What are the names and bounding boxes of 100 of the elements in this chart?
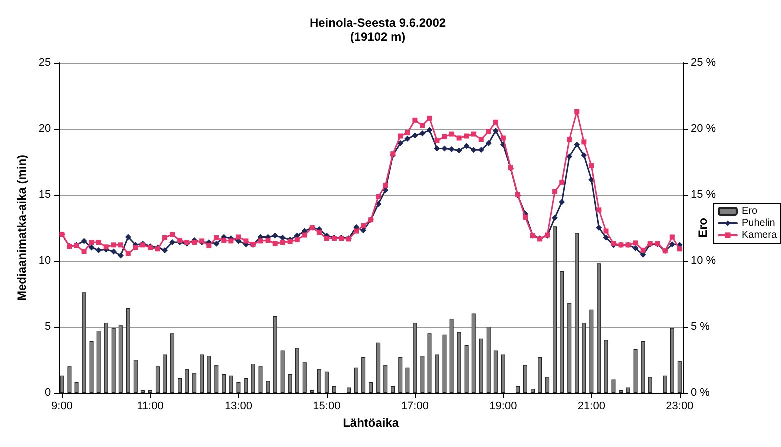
bar <box>288 374 292 393</box>
y-axis-title: Mediaanimatka-aika (min) <box>15 154 29 302</box>
bar <box>332 386 336 393</box>
bar <box>214 365 219 393</box>
bar <box>516 386 520 393</box>
bar <box>428 334 432 393</box>
y2-tick-label: 10 % <box>691 255 716 267</box>
bar <box>251 364 256 393</box>
bar <box>192 373 197 393</box>
bar <box>163 354 168 393</box>
y2-axis-title: Ero <box>696 218 710 238</box>
x-tick-label: 19:00 <box>490 400 518 412</box>
bar <box>406 368 410 393</box>
bar <box>236 382 241 393</box>
bar <box>126 308 130 393</box>
bar <box>538 357 542 393</box>
chart-subtitle: (19102 m) <box>350 30 406 44</box>
x-tick-label: 9:00 <box>52 400 73 412</box>
bar <box>501 354 506 393</box>
bar <box>472 314 476 393</box>
bar <box>82 292 86 393</box>
bar <box>74 382 79 393</box>
legend-label: Ero <box>742 206 758 217</box>
bar <box>222 374 226 393</box>
bar <box>391 386 396 393</box>
bar <box>553 226 558 393</box>
bar <box>280 350 285 393</box>
x-axis-title: Lähtöaika <box>343 416 400 430</box>
bar <box>347 388 352 393</box>
y-tick-label: 5 <box>45 321 52 333</box>
bar <box>112 328 116 393</box>
bar <box>457 332 462 393</box>
bar <box>140 390 145 393</box>
bar <box>185 369 190 393</box>
bar <box>104 323 108 393</box>
x-tick-label: 23:00 <box>666 400 694 412</box>
bar <box>207 356 212 393</box>
x-tick-label: 17:00 <box>401 400 429 412</box>
bar <box>413 323 418 393</box>
bar <box>148 390 152 393</box>
bar <box>96 330 101 393</box>
legend-label: Puhelin <box>742 218 776 229</box>
bar <box>663 376 668 393</box>
bar <box>464 345 469 393</box>
chart-title: Heinola-Seesta 9.6.2002 <box>310 16 446 30</box>
bar <box>450 319 454 393</box>
bar <box>575 233 580 393</box>
bar <box>612 380 616 393</box>
bar <box>442 334 447 393</box>
bar <box>604 340 608 393</box>
bar <box>560 272 564 393</box>
x-tick-label: 11:00 <box>137 400 164 412</box>
bar <box>324 372 329 393</box>
bar <box>317 369 322 393</box>
bar <box>486 327 491 393</box>
bar <box>626 388 630 393</box>
bar <box>369 382 374 393</box>
bar <box>530 389 535 393</box>
bar <box>597 264 602 393</box>
y2-tick-label: 20 % <box>691 123 716 135</box>
bar <box>546 377 550 393</box>
bar <box>295 348 300 393</box>
y-tick-label: 0 <box>45 387 52 399</box>
bar <box>229 376 234 393</box>
bar <box>670 328 674 393</box>
bar <box>156 366 160 393</box>
bar <box>398 357 403 393</box>
bar <box>258 366 263 393</box>
bar <box>678 361 682 393</box>
y2-tick-label: 15 % <box>691 189 716 201</box>
bar <box>200 354 204 393</box>
x-tick-label: 21:00 <box>578 400 606 412</box>
bar <box>273 316 278 393</box>
bar <box>648 377 652 393</box>
y-tick-label: 15 <box>38 189 52 201</box>
y-tick-label: 10 <box>38 255 52 267</box>
bar <box>134 360 138 393</box>
y2-tick-label: 5 % <box>691 321 710 333</box>
y-tick-label: 25 <box>38 57 52 69</box>
bar <box>266 381 270 393</box>
bar <box>178 378 182 393</box>
legend-label: Kamera <box>742 230 778 241</box>
bar <box>362 357 366 393</box>
bar <box>420 356 425 393</box>
bar <box>90 342 94 393</box>
bar <box>310 390 314 393</box>
bar <box>641 342 646 393</box>
bar <box>384 365 388 393</box>
y2-tick-label: 0 % <box>691 387 710 399</box>
bar <box>244 378 248 393</box>
x-tick-label: 15:00 <box>313 400 341 412</box>
bar <box>634 349 638 393</box>
bar <box>582 323 586 393</box>
bar <box>302 362 307 393</box>
x-tick-label: 13:00 <box>224 400 252 412</box>
y2-tick-label: 25 % <box>691 57 716 69</box>
bar <box>523 365 528 393</box>
bar <box>60 376 64 393</box>
bar <box>68 366 72 393</box>
bar <box>590 310 594 393</box>
